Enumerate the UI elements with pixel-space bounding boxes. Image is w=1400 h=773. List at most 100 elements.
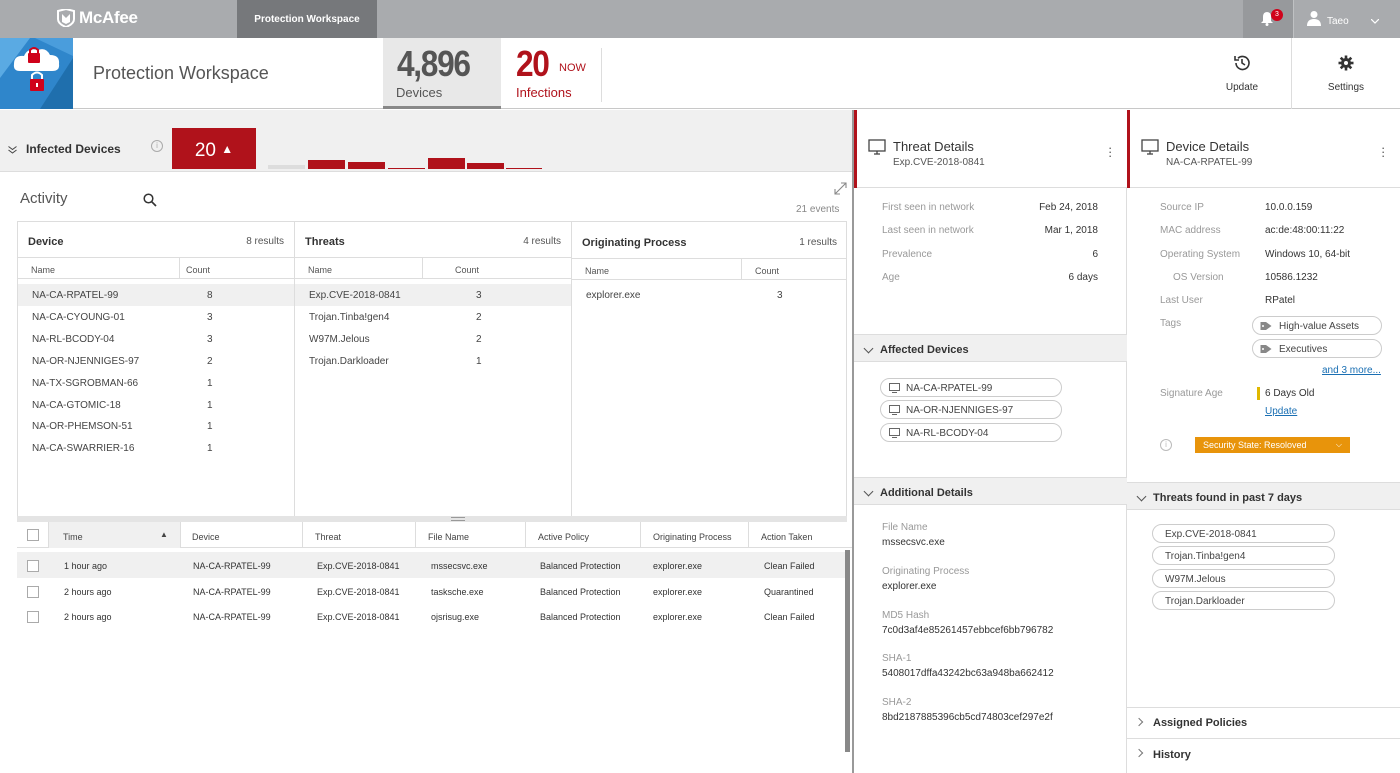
list-item[interactable]: NA-CA-RPATEL-99 8 [18, 284, 294, 306]
list-item[interactable]: NA-RL-BCODY-04 3 [18, 328, 294, 350]
mcafee-logo[interactable]: McAfee [56, 8, 138, 28]
settings-button[interactable]: Settings [1291, 38, 1400, 109]
threat-pill[interactable]: Exp.CVE-2018-0841 [1152, 524, 1335, 543]
threats-column-header: Name Count [295, 257, 571, 279]
col-count[interactable]: Count [455, 265, 480, 275]
list-item[interactable]: NA-CA-CYOUNG-01 3 [18, 306, 294, 328]
col-time[interactable]: Time [63, 532, 83, 542]
threat-pill[interactable]: Trojan.Tinba!gen4 [1152, 546, 1335, 566]
col-action-taken[interactable]: Action Taken [761, 532, 813, 542]
arrow-up-icon: ▲ [221, 142, 234, 156]
threat-details-header: Threat Details Exp.CVE-2018-0841 · · · [854, 110, 1127, 188]
search-icon[interactable] [143, 193, 157, 207]
row-checkbox[interactable] [27, 585, 39, 598]
field-label: MD5 Hash [882, 609, 930, 621]
assigned-policies-row[interactable]: Assigned Policies [1127, 707, 1400, 737]
tag-pill[interactable]: High-value Assets [1252, 316, 1382, 335]
events-table-header: Time ▲ Device Threat File Name Active Po… [17, 522, 852, 548]
table-cell: Exp.CVE-2018-0841 [317, 561, 400, 571]
col-device[interactable]: Device [192, 532, 220, 542]
list-item[interactable]: explorer.exe 3 [572, 284, 847, 306]
col-active-policy[interactable]: Active Policy [538, 532, 590, 542]
list-item[interactable]: NA-CA-SWARRIER-16 1 [18, 437, 294, 459]
list-item[interactable]: W97M.Jelous 2 [295, 328, 571, 350]
device-details-title: Device Details [1166, 139, 1250, 154]
expand-icon[interactable] [834, 182, 847, 195]
list-item[interactable]: NA-OR-NJENNIGES-97 2 [18, 350, 294, 372]
col-file-name[interactable]: File Name [428, 532, 470, 542]
devices-stat[interactable]: 4,896 Devices [383, 38, 501, 109]
col-name[interactable]: Name [308, 265, 333, 275]
more-tags-link[interactable]: and 3 more... [1322, 365, 1381, 376]
col-threat[interactable]: Threat [315, 532, 342, 542]
threats-7days-header[interactable]: Threats found in past 7 days [1127, 482, 1400, 510]
row-name: NA-CA-RPATEL-99 [32, 290, 119, 301]
security-state-dropdown[interactable]: Security State: Resoloved ⌵ [1195, 437, 1350, 453]
tag-pill[interactable]: Executives [1252, 338, 1382, 358]
infected-count-bar[interactable]: 20 ▲ [172, 128, 256, 169]
field-label: SHA-2 [882, 697, 912, 709]
mac-value: ac:de:48:00:11:22 [1265, 225, 1345, 236]
col-name[interactable]: Name [585, 266, 610, 276]
threat-name: Exp.CVE-2018-0841 [893, 157, 985, 168]
col-count[interactable]: Count [186, 265, 211, 275]
signature-age-indicator [1257, 387, 1260, 400]
threat-name: Trojan.Darkloader [1165, 595, 1245, 607]
row-checkbox[interactable] [27, 560, 39, 572]
threat-pill[interactable]: Trojan.Darkloader [1152, 590, 1335, 610]
signature-update-link[interactable]: Update [1265, 406, 1298, 417]
list-item[interactable]: Trojan.Darkloader 1 [295, 350, 571, 372]
signature-age-label: Signature Age [1160, 388, 1223, 399]
info-icon[interactable]: i [151, 140, 163, 152]
threat-pill[interactable]: W97M.Jelous [1152, 568, 1335, 588]
scrollbar[interactable] [845, 550, 850, 752]
field-label: First seen in network [882, 202, 975, 213]
table-cell: NA-CA-RPATEL-99 [193, 612, 271, 622]
update-button[interactable]: Update [1193, 38, 1291, 109]
affected-devices-header[interactable]: Affected Devices [854, 334, 1127, 362]
tab-protection-workspace[interactable]: Protection Workspace [237, 0, 377, 38]
row-checkbox[interactable] [27, 611, 39, 623]
events-table: Time ▲ Device Threat File Name Active Po… [17, 522, 852, 773]
list-item[interactable]: NA-TX-SGROBMAN-66 1 [18, 372, 294, 394]
tags-label: Tags [1160, 318, 1182, 329]
sparkline-bar [348, 162, 385, 169]
sparkline-bar [388, 168, 425, 169]
list-item[interactable]: Trojan.Tinba!gen4 2 [295, 306, 571, 328]
col-name[interactable]: Name [31, 265, 56, 275]
select-all-checkbox[interactable] [27, 529, 39, 541]
field-value: mssecsvc.exe [882, 537, 945, 548]
drag-handle-icon[interactable] [451, 517, 465, 521]
affected-device-pill[interactable]: NA-OR-NJENNIGES-97 [880, 400, 1062, 420]
col-count[interactable]: Count [755, 266, 780, 276]
affected-device-name: NA-RL-BCODY-04 [906, 427, 989, 439]
history-row[interactable]: History [1127, 738, 1400, 773]
col-originating-process[interactable]: Originating Process [653, 532, 732, 542]
process-results: 1 results [799, 237, 837, 248]
infections-count[interactable]: 20 [516, 43, 550, 84]
collapse-chevron-icon[interactable] [8, 146, 17, 154]
resize-splitter[interactable] [17, 516, 847, 522]
user-menu[interactable]: Taeo [1293, 0, 1400, 38]
list-item[interactable]: NA-CA-GTOMIC-18 1 [18, 394, 294, 416]
row-name: Exp.CVE-2018-0841 [309, 290, 401, 301]
affected-device-pill[interactable]: NA-RL-BCODY-04 [880, 422, 1062, 442]
table-cell: NA-CA-RPATEL-99 [193, 586, 271, 597]
table-row[interactable]: 2 hours ago NA-CA-RPATEL-99 Exp.CVE-2018-0… [17, 603, 845, 629]
affected-devices-title: Affected Devices [880, 344, 969, 356]
sort-asc-icon[interactable]: ▲ [160, 530, 168, 539]
affected-device-pill[interactable]: NA-CA-RPATEL-99 [880, 378, 1062, 397]
notifications-button[interactable]: 3 [1243, 0, 1293, 38]
list-item[interactable]: NA-OR-PHEMSON-51 1 [18, 415, 294, 437]
row-count: 3 [207, 311, 213, 323]
table-row[interactable]: 1 hour ago NA-CA-RPATEL-99 Exp.CVE-2018-08… [17, 552, 845, 578]
list-item[interactable]: Exp.CVE-2018-0841 3 [295, 284, 571, 306]
more-options-icon[interactable]: · · · [1381, 140, 1386, 163]
table-row[interactable]: 2 hours ago NA-CA-RPATEL-99 Exp.CVE-2018-0… [17, 578, 845, 604]
more-options-icon[interactable]: · · · [1108, 140, 1113, 163]
os-label: Operating System [1160, 249, 1241, 260]
chevron-down-icon [863, 343, 874, 354]
mac-label: MAC address [1160, 225, 1221, 236]
info-icon[interactable]: i [1160, 439, 1172, 451]
additional-details-header[interactable]: Additional Details [854, 477, 1127, 505]
